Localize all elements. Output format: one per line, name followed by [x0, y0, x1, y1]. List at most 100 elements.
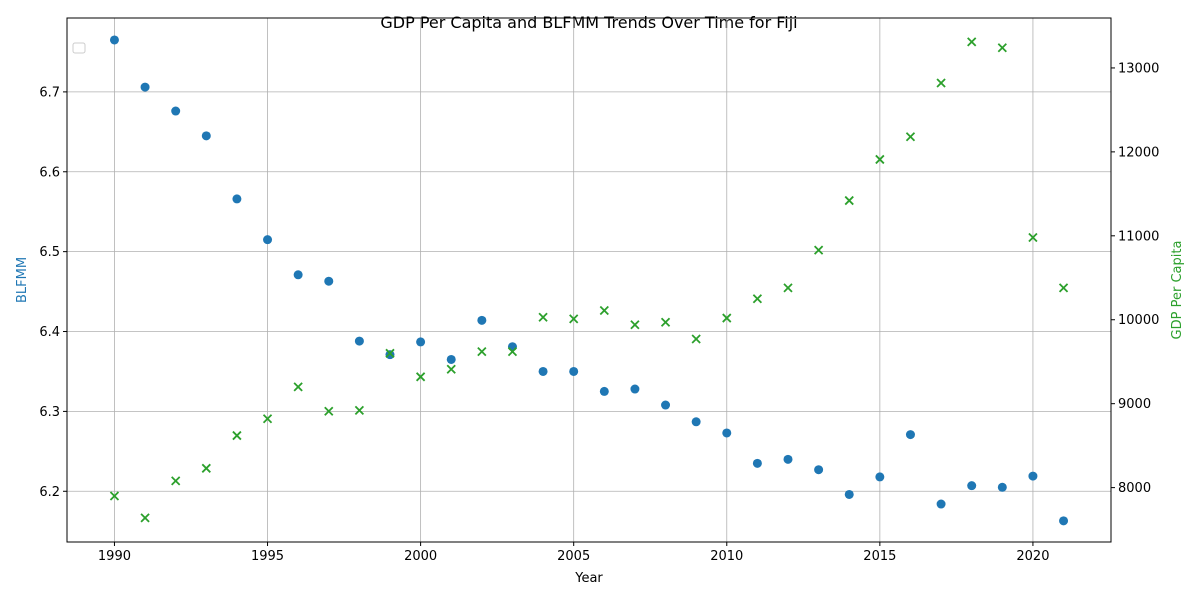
gdp-point: [813, 245, 824, 255]
gdp-point-stroke: [538, 312, 548, 322]
y-left-axis-title: BLFMM: [15, 257, 30, 303]
blfmm-point: [263, 235, 273, 245]
gdp-point-stroke: [569, 314, 579, 324]
gdp-point: [415, 372, 426, 382]
y-left-tick-label: 6.3: [39, 405, 60, 420]
gdp-point: [630, 320, 640, 330]
blfmm-point: [416, 337, 426, 347]
gdp-point: [691, 334, 701, 344]
gdp-point: [262, 414, 273, 424]
gdp-point-stroke: [262, 414, 273, 424]
blfmm-point: [538, 366, 548, 376]
blfmm-point: [814, 465, 824, 475]
gdp-point: [997, 43, 1007, 53]
gdp-point: [1028, 232, 1038, 243]
x-tick-label: 2005: [557, 549, 590, 564]
chart-title: GDP Per Capita and BLFMM Trends Over Tim…: [380, 13, 797, 32]
gdp-point: [660, 317, 671, 327]
gdp-point: [171, 476, 181, 486]
blfmm-point: [140, 82, 150, 92]
gdp-point: [783, 283, 793, 293]
y-right-tick-label: 10000: [1118, 313, 1159, 328]
x-tick-label: 2010: [710, 549, 743, 564]
grid: [67, 18, 1111, 542]
blfmm-point: [507, 342, 517, 352]
x-axis-title: Year: [574, 571, 603, 586]
gdp-point: [722, 313, 732, 323]
gdp-point-stroke: [140, 513, 150, 523]
blfmm-point: [232, 194, 242, 204]
gdp-point-stroke: [752, 294, 763, 304]
y-left-tick-label: 6.2: [39, 485, 60, 500]
gdp-point: [967, 37, 977, 47]
gdp-point-stroke: [354, 405, 365, 416]
y-left-tick-label: 6.6: [39, 165, 60, 180]
gdp-point-stroke: [722, 313, 732, 323]
y-right-axis-title: GDP Per Capita: [1170, 241, 1185, 340]
gdp-point: [446, 364, 456, 374]
y-right-tick-label: 8000: [1118, 481, 1151, 496]
gdp-point: [569, 314, 579, 324]
axes: 1990 1995 2000 2005 2010 2015 2020 6.2 6.3 6.4 6.5…: [39, 61, 1159, 564]
gdp-point-stroke: [415, 372, 426, 382]
y-left-tick-label: 6.4: [39, 325, 60, 340]
blfmm-point: [630, 384, 640, 394]
plot-frame: [66, 17, 1112, 543]
y-left-tick-label: 6.5: [39, 245, 60, 260]
gdp-point-stroke: [171, 476, 181, 486]
gdp-point: [140, 513, 150, 523]
y-right-tick-label: 9000: [1118, 397, 1151, 412]
blfmm-point: [171, 106, 181, 116]
gdp-point-stroke: [905, 132, 916, 142]
y-right-tick-label: 13000: [1118, 61, 1159, 76]
blfmm-point: [722, 428, 732, 438]
x-tick-label: 1990: [98, 549, 131, 564]
blfmm-point: [1059, 516, 1069, 526]
blfmm-point: [1028, 471, 1038, 481]
gdp-point: [905, 132, 916, 142]
gdp-point-stroke: [109, 491, 120, 501]
gdp-point-stroke: [324, 406, 334, 416]
blfmm-point: [293, 270, 303, 280]
gdp-point-stroke: [507, 347, 518, 357]
x-tick-label: 2015: [863, 549, 896, 564]
gdp-point: [844, 195, 854, 206]
gdp-point-stroke: [783, 283, 793, 293]
gdp-point: [201, 463, 211, 473]
gdp-point-stroke: [201, 463, 211, 473]
blfmm-point: [354, 336, 364, 346]
gdp-point-stroke: [997, 43, 1007, 53]
gdp-point: [232, 430, 242, 441]
blfmm-point: [599, 386, 609, 396]
blfmm-point: [691, 417, 701, 427]
gdp-point-stroke: [630, 320, 640, 330]
gdp-point: [752, 294, 763, 304]
gdp-point: [507, 347, 518, 357]
gdp-point-stroke: [385, 348, 395, 358]
blfmm-point: [109, 35, 119, 45]
x-tick-label: 1995: [251, 549, 284, 564]
blfmm-point: [661, 400, 671, 410]
blfmm-point: [385, 350, 395, 360]
blfmm-point: [477, 315, 487, 325]
blfmm-point: [201, 131, 211, 141]
gdp-point-stroke: [477, 347, 487, 357]
blfmm-point: [752, 458, 762, 468]
legend-box: [72, 42, 86, 54]
gdp-point: [354, 405, 365, 416]
gdp-point: [538, 312, 548, 322]
gdp-point-stroke: [232, 430, 242, 441]
blfmm-point: [324, 276, 334, 286]
data-marks: [109, 35, 1069, 526]
gdp-point-stroke: [660, 317, 671, 327]
gdp-point-stroke: [844, 195, 854, 206]
gdp-point: [385, 348, 395, 358]
gdp-point: [324, 406, 334, 416]
gdp-point-stroke: [813, 245, 824, 255]
blfmm-point: [844, 489, 854, 499]
gdp-point-stroke: [691, 334, 701, 344]
blfmm-point: [936, 499, 946, 509]
gdp-point-stroke: [967, 37, 977, 47]
gdp-point-stroke: [1028, 232, 1038, 243]
